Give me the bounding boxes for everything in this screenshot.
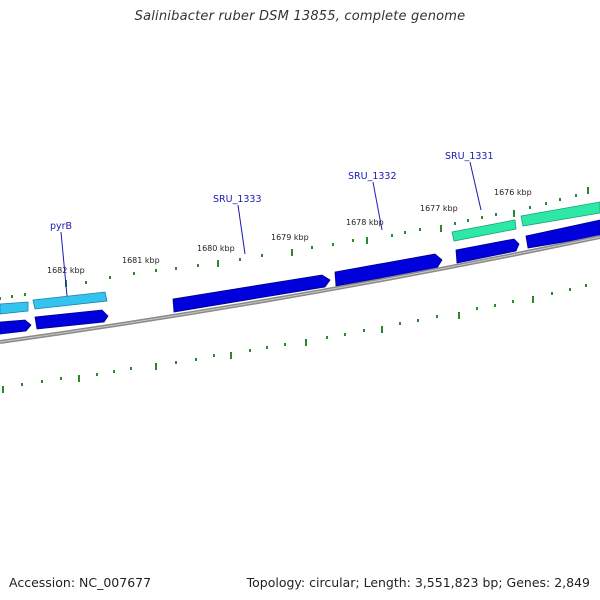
gene-label-SRU_1333[interactable]: SRU_1333 [213, 194, 262, 205]
gene-feature[interactable] [0, 301, 29, 315]
gene-label-SRU_1331[interactable]: SRU_1331 [445, 151, 494, 162]
cds-feature[interactable] [525, 219, 600, 249]
gene-label-leaders [60, 161, 482, 297]
tick-label: 1676 kbp [494, 188, 532, 197]
tick-label: 1680 kbp [197, 244, 235, 253]
tick-label: 1682 kbp [47, 266, 85, 275]
cds-feature-SRU_1333[interactable] [172, 274, 331, 313]
gene-feature[interactable] [520, 201, 600, 227]
gene-feature-SRU_1331[interactable] [451, 219, 517, 242]
accession-label: Accession: NC_007677 [9, 575, 152, 590]
gene-label-SRU_1332[interactable]: SRU_1332 [348, 171, 397, 182]
cds-feature[interactable] [455, 238, 520, 264]
gene-track [0, 201, 600, 315]
tick-label: 1677 kbp [420, 204, 458, 213]
topology-info: Topology: circular; Length: 3,551,823 bp… [246, 575, 590, 590]
inner-tick-ring [2, 284, 587, 393]
genome-title: Salinibacter ruber DSM 13855, complete g… [134, 9, 466, 24]
tick-label: 1679 kbp [271, 233, 309, 242]
cds-feature-SRU_1332[interactable] [334, 253, 443, 287]
cds-feature-pyrB[interactable] [34, 309, 109, 330]
genome-backbone-highlight [0, 236, 600, 343]
tick-label: 1681 kbp [122, 256, 160, 265]
tick-label: 1678 kbp [346, 218, 384, 227]
gene-label-pyrB[interactable]: pyrB [50, 221, 72, 232]
outer-tick-ring [0, 187, 589, 300]
gene-feature-pyrB[interactable] [32, 291, 108, 310]
cds-track [0, 219, 600, 335]
cds-feature[interactable] [0, 319, 32, 335]
